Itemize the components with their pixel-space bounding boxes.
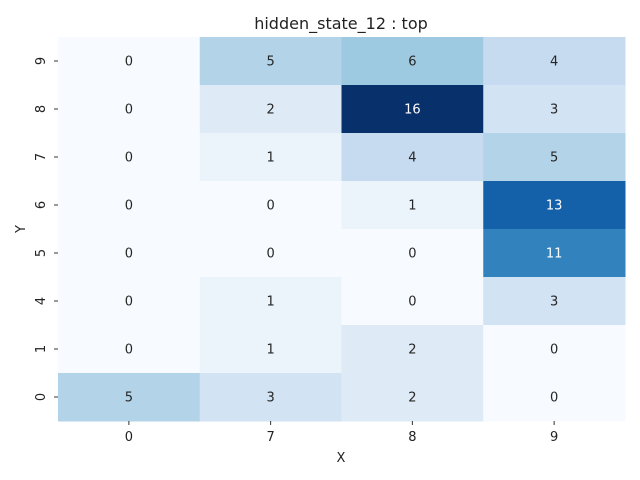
- cell-value-label: 1: [266, 295, 274, 310]
- cell-value-label: 1: [266, 343, 274, 358]
- cell-value-label: 13: [546, 199, 563, 214]
- heatmap-cell: [58, 325, 201, 374]
- cell-value-label: 0: [125, 343, 133, 358]
- cell-value-label: 0: [125, 151, 133, 166]
- cell-value-label: 3: [550, 295, 558, 310]
- cell-value-label: 16: [404, 103, 421, 118]
- heatmap-cells: 0 5 6 40 2 16 30 1 4 50 0 1 130 0 0 110 1 0 30 1 2 05 3 2 0: [58, 37, 626, 422]
- y-tick-label: 9: [34, 57, 49, 65]
- cell-value-label: 2: [408, 343, 416, 358]
- y-tick-label: 5: [34, 249, 49, 257]
- heatmap-cell: [341, 181, 484, 230]
- cell-value-label: 2: [408, 391, 416, 406]
- cell-value-label: 0: [125, 103, 133, 118]
- y-axis-label: Y: [14, 225, 29, 234]
- heatmap-cell: [58, 277, 201, 326]
- heatmap-cell: [58, 181, 201, 230]
- heatmap-cell: [483, 373, 626, 422]
- heatmap-cell: [199, 373, 342, 422]
- heatmap-cell: [58, 85, 201, 134]
- cell-value-label: 3: [550, 103, 558, 118]
- heatmap-cell: [199, 181, 342, 230]
- heatmap-cell: [341, 325, 484, 374]
- x-axis-ticks: 0 7 8 9: [125, 421, 558, 445]
- heatmap-cell: [341, 85, 484, 134]
- cell-value-label: 0: [266, 247, 274, 262]
- y-tick-label: 4: [34, 297, 49, 305]
- heatmap-cell: [58, 373, 201, 422]
- cell-value-label: 5: [266, 55, 274, 70]
- heatmap-cell: [58, 37, 201, 86]
- y-tick-label: 0: [34, 393, 49, 401]
- chart-title: hidden_state_12 : top: [254, 14, 428, 34]
- cell-value-label: 1: [408, 199, 416, 214]
- cell-value-label: 0: [408, 247, 416, 262]
- x-tick-label: 0: [125, 430, 133, 445]
- cell-value-label: 3: [266, 391, 274, 406]
- x-tick-label: 7: [266, 430, 274, 445]
- heatmap-cell: [199, 133, 342, 182]
- heatmap-cell: [199, 325, 342, 374]
- cell-value-label: 2: [266, 103, 274, 118]
- cell-value-label: 4: [550, 55, 558, 70]
- y-axis-ticks: 9 8 7 6 5 4 1 0: [34, 57, 58, 401]
- heatmap-cell: [341, 37, 484, 86]
- heatmap-cell: [341, 373, 484, 422]
- cell-value-label: 0: [408, 295, 416, 310]
- cell-value-label: 11: [546, 247, 563, 262]
- cell-value-label: 0: [125, 55, 133, 70]
- y-tick-label: 1: [34, 345, 49, 353]
- heatmap-cell: [483, 325, 626, 374]
- heatmap-cell: [58, 229, 201, 278]
- heatmap-cell: [199, 37, 342, 86]
- x-tick-label: 8: [408, 430, 416, 445]
- heatmap-cell: [483, 277, 626, 326]
- heatmap-cell: [483, 37, 626, 86]
- heatmap-cell: [199, 85, 342, 134]
- heatmap-cell: [199, 277, 342, 326]
- x-axis-label: X: [337, 451, 346, 466]
- cell-value-label: 4: [408, 151, 416, 166]
- cell-value-label: 0: [266, 199, 274, 214]
- cell-value-label: 0: [550, 391, 558, 406]
- heatmap-cell: [483, 229, 626, 278]
- heatmap-cell: [483, 133, 626, 182]
- cell-value-label: 6: [408, 55, 416, 70]
- cell-value-label: 0: [125, 295, 133, 310]
- cell-value-label: 0: [550, 343, 558, 358]
- cell-value-label: 5: [550, 151, 558, 166]
- heatmap-cell: [341, 133, 484, 182]
- y-tick-label: 6: [34, 201, 49, 209]
- y-tick-label: 7: [34, 153, 49, 161]
- heatmap-cell: [483, 181, 626, 230]
- heatmap-cell: [58, 133, 201, 182]
- x-tick-label: 9: [550, 430, 558, 445]
- cell-value-label: 5: [125, 391, 133, 406]
- y-tick-label: 8: [34, 105, 49, 113]
- cell-value-label: 0: [125, 247, 133, 262]
- cell-value-label: 0: [125, 199, 133, 214]
- heatmap-cell: [341, 277, 484, 326]
- heatmap-cell: [341, 229, 484, 278]
- heatmap-cell: [199, 229, 342, 278]
- cell-value-label: 1: [266, 151, 274, 166]
- heatmap-cell: [483, 85, 626, 134]
